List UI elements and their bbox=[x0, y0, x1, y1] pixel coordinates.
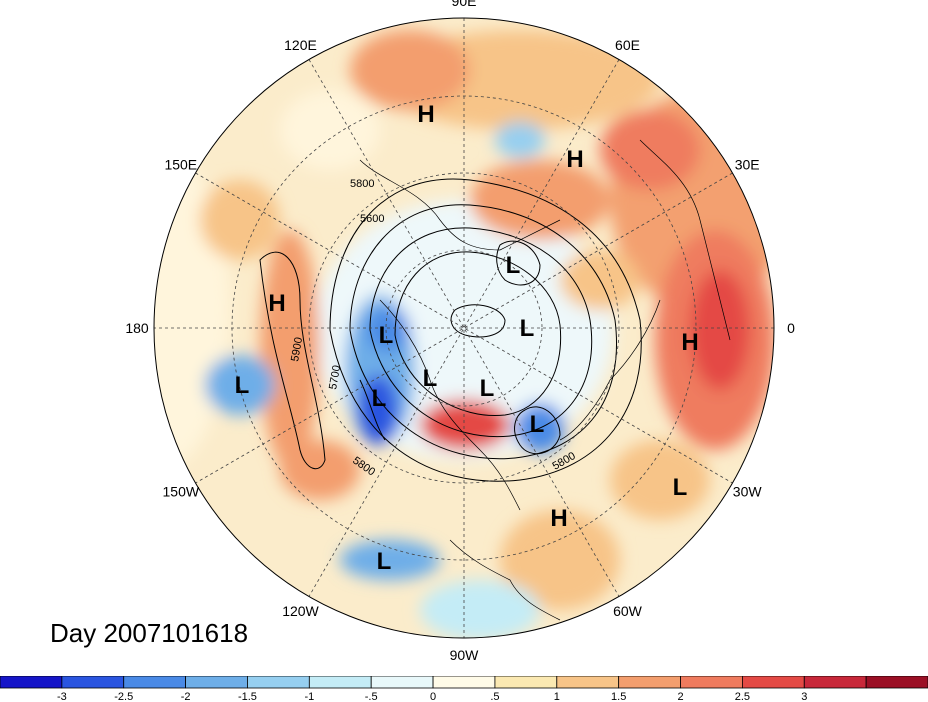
meridian-line bbox=[195, 172, 733, 484]
longitude-label: 0 bbox=[787, 320, 795, 336]
colorbar: -3 -2.5 -2 -1.5 -1 -.5 0 .5 1 1.5 2 2.5 3 bbox=[0, 676, 928, 702]
colorbar-tick-label: -.5 bbox=[365, 691, 378, 702]
colorbar-tick-label: -2.5 bbox=[114, 691, 133, 702]
low-pressure-marker: L bbox=[235, 372, 250, 399]
low-pressure-marker: L bbox=[506, 252, 521, 279]
contour-label: 5800 bbox=[350, 178, 374, 190]
graticule bbox=[154, 18, 774, 638]
map-boundary bbox=[153, 17, 775, 639]
height-contours bbox=[259, 178, 642, 482]
colorbar-swatch bbox=[308, 676, 372, 689]
colorbar-swatch bbox=[803, 676, 867, 689]
colorbar-swatch bbox=[432, 676, 496, 689]
meridian-line bbox=[195, 172, 733, 484]
colorbar-swatch bbox=[865, 676, 928, 689]
high-pressure-marker: H bbox=[681, 329, 698, 356]
colorbar-swatch bbox=[742, 676, 805, 689]
longitude-label: 120W bbox=[282, 603, 319, 619]
longitude-label: 30E bbox=[735, 157, 760, 173]
colorbar-tick-label: 1.5 bbox=[611, 691, 626, 702]
colorbar-tick-label: -3 bbox=[57, 691, 67, 702]
longitude-label: 90E bbox=[452, 0, 477, 9]
low-pressure-marker: L bbox=[423, 365, 438, 392]
low-pressure-marker: L bbox=[372, 385, 387, 412]
high-pressure-marker: H bbox=[566, 146, 583, 173]
contour-label: 5600 bbox=[360, 213, 384, 225]
colorbar-tick-label: -1 bbox=[304, 691, 314, 702]
colorbar-swatch bbox=[494, 676, 558, 689]
colorbar-swatch bbox=[556, 676, 620, 689]
longitude-label: 150W bbox=[163, 484, 200, 500]
map-title: Day 2007101618 bbox=[50, 618, 249, 648]
polar-map: 5800 5600 5900 5700 5800 5800 90E60E30E0… bbox=[125, 0, 795, 663]
longitude-labels: 90E 60E 30E 0 30W 60W 90W 120W 150W 180 150E 120E bbox=[125, 0, 795, 663]
colorbar-tick-label: 0 bbox=[430, 691, 436, 702]
colorbar-swatch bbox=[61, 676, 125, 689]
colorbar-tick-label: 1 bbox=[554, 691, 560, 702]
colorbar-swatch bbox=[185, 676, 248, 689]
colorbar-tick-label: -1.5 bbox=[238, 691, 257, 702]
colorbar-swatch bbox=[123, 676, 186, 689]
longitude-label: 180 bbox=[125, 320, 149, 336]
longitude-label: 60E bbox=[615, 37, 640, 53]
meridian-line bbox=[308, 59, 620, 597]
colorbar-tick-label: 2.5 bbox=[735, 691, 750, 702]
colorbar-tick-label: 2 bbox=[677, 691, 683, 702]
low-pressure-marker: L bbox=[480, 375, 495, 402]
colorbar-tick-label: -2 bbox=[181, 691, 191, 702]
colorbar-swatch bbox=[680, 676, 743, 689]
longitude-label: 60W bbox=[613, 603, 643, 619]
high-pressure-marker: H bbox=[417, 101, 434, 128]
high-pressure-marker: H bbox=[268, 290, 285, 317]
longitude-label: 150E bbox=[164, 157, 197, 173]
colorbar-swatch bbox=[247, 676, 310, 689]
colorbar-tick-label: .5 bbox=[490, 691, 499, 702]
low-pressure-marker: L bbox=[530, 411, 545, 438]
longitude-label: 90W bbox=[450, 647, 480, 663]
contour-label: 5700 bbox=[327, 364, 343, 390]
high-pressure-marker: H bbox=[550, 505, 567, 532]
longitude-label: 30W bbox=[733, 484, 763, 500]
low-pressure-marker: L bbox=[673, 474, 688, 501]
longitude-label: 120E bbox=[284, 37, 317, 53]
colorbar-swatch bbox=[370, 676, 434, 689]
colorbar-swatch bbox=[0, 676, 63, 689]
pressure-centers: H H H H H L L L L L L L L L L bbox=[235, 101, 699, 575]
low-pressure-marker: L bbox=[379, 322, 394, 349]
low-pressure-marker: L bbox=[520, 315, 535, 342]
meridian-line bbox=[308, 59, 620, 597]
colorbar-tick-label: 3 bbox=[801, 691, 807, 702]
low-pressure-marker: L bbox=[377, 548, 392, 575]
colorbar-swatch bbox=[618, 676, 681, 689]
contour-label: 5900 bbox=[289, 336, 305, 362]
